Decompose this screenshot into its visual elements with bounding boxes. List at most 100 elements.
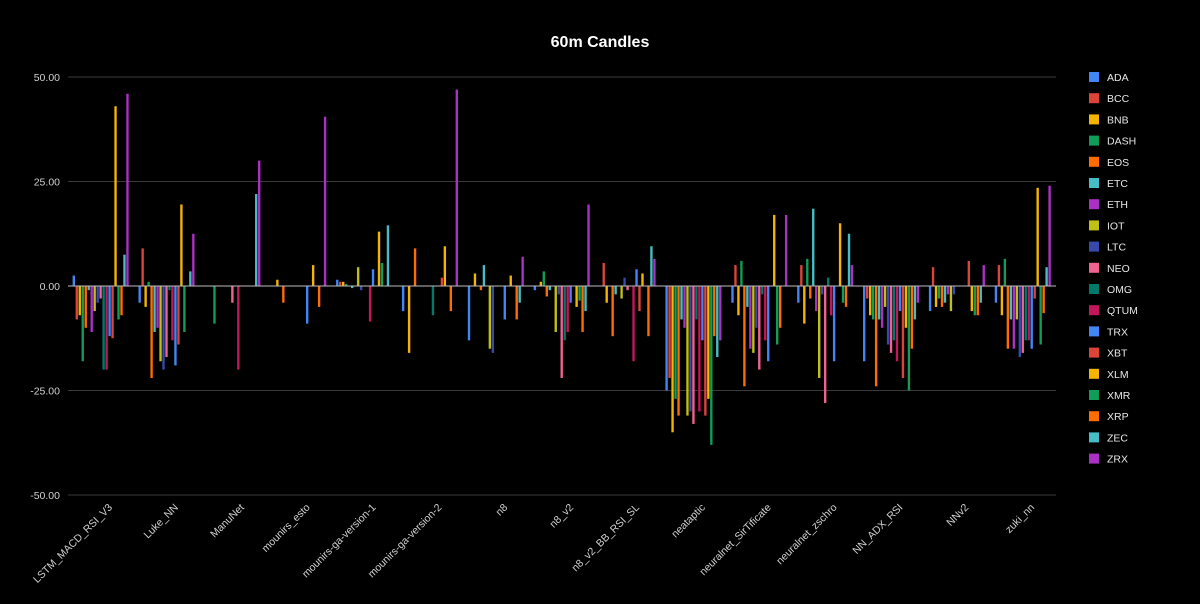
x-category-label: n8_v2 [547,502,576,531]
x-category-label: LSTM_MACD_RSI_V3 [31,502,115,586]
legend-swatch [1089,178,1099,188]
legend-label: ETH [1107,199,1128,211]
y-tick-label: -50.00 [30,490,60,502]
legend-label: BNB [1107,114,1129,126]
bar [557,286,560,295]
bar [386,225,390,286]
x-category-label: neataptic [669,502,708,541]
legend-swatch [1089,135,1099,146]
bar [994,286,998,303]
legend-swatch [1089,241,1099,252]
bar [650,246,653,286]
bar [231,286,234,303]
bar [641,273,644,286]
bar [967,260,971,286]
bar [138,286,141,303]
bar [126,93,129,286]
bar [620,286,623,299]
bar [907,286,911,391]
legend-label: ETC [1107,178,1128,190]
legend-swatch [1089,284,1099,294]
y-tick-label: 25.00 [34,177,60,189]
bar [350,286,354,289]
bar [1009,286,1013,320]
bar [895,286,899,362]
bar [467,286,471,341]
y-tick-label: 50.00 [34,72,60,84]
bar [168,286,171,291]
bar [683,286,686,328]
bar [449,286,453,312]
bar [746,286,749,307]
bar [156,286,159,328]
bar [916,286,920,303]
bar [764,286,767,341]
bar [488,286,492,349]
bar [695,286,698,320]
bar [431,286,435,316]
bar [677,286,680,416]
bar [674,286,677,399]
bar [165,286,168,358]
bar [1036,187,1039,286]
bar [877,286,881,320]
legend-swatch [1089,93,1099,104]
bar [578,286,581,301]
bar [255,194,258,286]
bar [563,286,566,341]
bar [841,286,845,303]
legend-swatch [1089,114,1099,125]
chart-title: 60m Candles [551,34,650,51]
legend-label: QTUM [1107,305,1138,317]
bar [626,286,629,291]
bar [806,258,809,286]
bar [665,286,668,391]
legend-label: LTC [1107,242,1126,254]
legend-label: DASH [1107,136,1136,148]
legend-label: XMR [1107,390,1131,402]
bar [812,208,815,286]
bar [973,286,976,316]
bar [407,286,411,353]
bar [731,286,734,303]
bar [647,286,650,337]
legend: ADA BCC BNB DASH EOS ETC ETH IOT LTC NEO OMG QTUM TR… [1089,72,1138,466]
bar [90,286,93,332]
bar [518,286,521,303]
bar [123,254,126,286]
bar [1039,286,1042,345]
bar [797,286,800,303]
bar [1027,286,1030,341]
bar [776,286,779,345]
bar [623,277,626,286]
bar [743,286,746,387]
bar [587,204,590,286]
bar [359,286,363,291]
legend-swatch [1089,72,1099,82]
y-tick-label: 0.00 [40,281,61,293]
bar [473,273,477,286]
bar [913,286,917,320]
bar [482,265,486,286]
x-category-label: NN_ADX_RSI [850,502,905,557]
legend-swatch [1089,411,1099,422]
bar [719,286,722,341]
bar [1015,286,1018,320]
bar [904,286,908,328]
bar [800,265,803,286]
bar [823,286,827,404]
bar [979,286,982,303]
x-category-label: mounirs_esto [260,502,313,555]
bar [96,286,99,303]
bar [108,286,111,337]
legend-swatch [1089,390,1099,400]
bar [1021,286,1024,353]
bar [826,277,830,286]
legend-label: ADA [1107,72,1129,84]
x-category-label: n8 [494,502,511,519]
bar [569,286,572,303]
legend-label: XRP [1107,411,1129,423]
y-tick-label: -25.00 [30,386,60,398]
bar [1042,286,1045,314]
bar [809,286,812,299]
